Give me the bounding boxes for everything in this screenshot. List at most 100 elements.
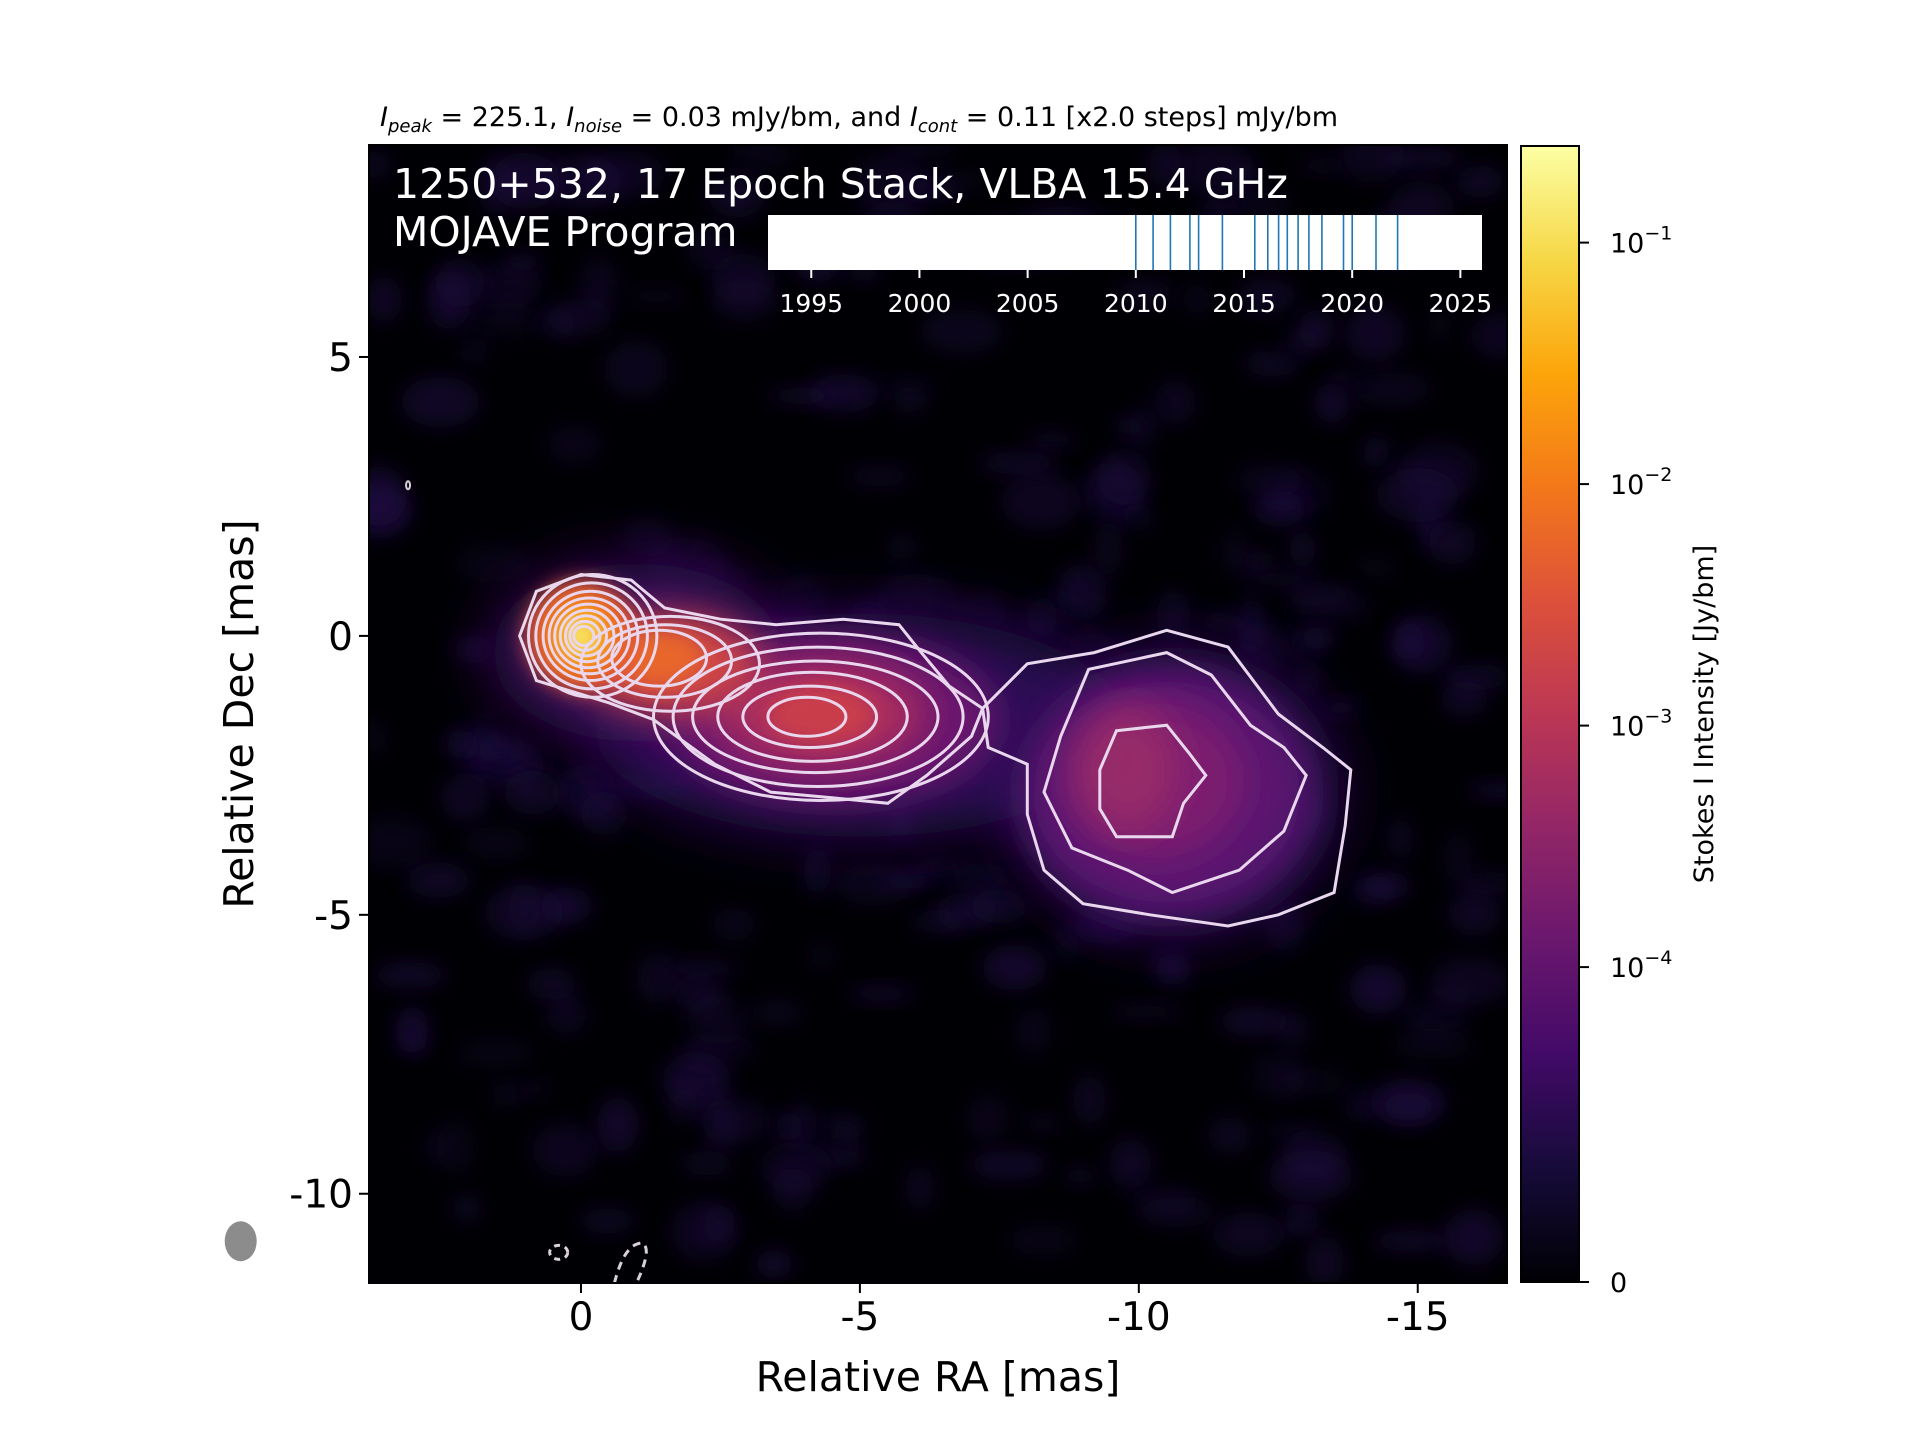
noise-blob [1175, 145, 1253, 199]
noise-blob [1268, 1150, 1353, 1202]
noise-blob [849, 985, 915, 1003]
noise-blob [779, 571, 829, 630]
x-axis-ticks: 0 -5 -10 -15 [569, 1283, 1450, 1340]
noise-blob [1299, 309, 1335, 350]
i-noise-symbol: I [566, 102, 574, 133]
noise-blob [982, 945, 1047, 990]
intensity-map [369, 145, 1507, 1283]
noise-blob [1428, 519, 1477, 566]
noise-blob [1393, 621, 1425, 662]
noise-blob [1376, 467, 1459, 523]
noise-blob [731, 145, 792, 171]
noise-blob [541, 154, 622, 209]
noise-blob [703, 1204, 735, 1245]
timeline-tick-label: 1995 [779, 289, 843, 318]
noise-blob [808, 374, 881, 412]
timeline-ticks: 1995 2000 2005 2010 2015 2020 2025 [779, 270, 1492, 318]
noise-blob [580, 257, 618, 314]
noise-blob [440, 773, 491, 822]
noise-blob [803, 846, 831, 896]
noise-blob [969, 1150, 1049, 1180]
noise-blob [435, 258, 485, 308]
noise-blob [1356, 558, 1395, 578]
colorbar-tick-label: 10−3 [1610, 706, 1672, 743]
noise-blob [490, 152, 561, 210]
noise-blob [708, 175, 765, 218]
noise-blob [850, 154, 927, 212]
noise-blob [1155, 954, 1192, 986]
noise-blob [833, 864, 916, 906]
noise-blob [1454, 165, 1504, 198]
noise-blob [1444, 1209, 1504, 1266]
contour-inner-jet [741, 684, 879, 749]
noise-blob [454, 544, 533, 583]
noise-blob [1235, 622, 1296, 673]
noise-blob [455, 1039, 535, 1067]
noise-blob [545, 993, 587, 1034]
noise-blob [1393, 1028, 1473, 1060]
timeline-box [768, 215, 1482, 270]
noise-blob [400, 1035, 434, 1052]
noise-blob [503, 252, 543, 271]
noise-blob [1281, 581, 1352, 606]
chart-title-line2: MOJAVE Program [393, 208, 737, 256]
noise-blob [1116, 280, 1175, 307]
noise-blob [1027, 595, 1058, 640]
map-frame [368, 144, 1508, 1284]
noise-blob [369, 721, 387, 754]
noise-blob [1249, 497, 1312, 514]
i-peak-subscript: peak [387, 116, 434, 137]
x-tick-label: -5 [840, 1295, 879, 1340]
epoch-timeline: 1995 2000 2005 2010 2015 2020 2025 [768, 215, 1492, 318]
noise-blob [1062, 1166, 1098, 1185]
noise-blob [509, 880, 541, 935]
y-tick-label: -10 [289, 1173, 353, 1218]
contour-negative [548, 1243, 570, 1261]
noise-blob [623, 288, 688, 305]
contour-inner-jet [766, 695, 848, 738]
contour-isolated [405, 480, 412, 491]
timeline-tick-label: 2015 [1212, 289, 1276, 318]
noise-blob [603, 340, 669, 398]
noise-blob [446, 730, 479, 760]
beam-ellipse [224, 1221, 257, 1262]
noise-blob [678, 1033, 757, 1063]
noise-blob [1149, 145, 1182, 188]
noise-blob [886, 535, 918, 561]
noise-blob [472, 262, 543, 310]
noise-blob [1154, 380, 1196, 425]
noise-blob [710, 280, 779, 323]
noise-blob [888, 145, 956, 161]
noise-blob [664, 959, 742, 978]
i-peak-value: = 225.1, [432, 102, 566, 133]
noise-blob [1264, 899, 1306, 951]
colorbar-tick-label: 10−1 [1610, 223, 1672, 260]
noise-blob [1294, 656, 1321, 700]
noise-blob [1427, 308, 1452, 341]
noise-blob [477, 732, 526, 764]
noise-blob [1350, 372, 1432, 406]
noise-blob [636, 952, 679, 1005]
noise-blob [701, 1098, 773, 1145]
contour-layer [405, 480, 1353, 1283]
timeline-tick-label: 2010 [1104, 289, 1168, 318]
noise-blob [1253, 1050, 1305, 1100]
noise-blob [406, 862, 471, 898]
noise-blob [750, 999, 804, 1027]
noise-blob [1113, 416, 1145, 437]
noise-blob [847, 466, 912, 487]
colorbar-gradient [1520, 145, 1580, 1283]
noise-blob [369, 276, 402, 323]
noise-blob [1237, 571, 1321, 588]
noise-blob [526, 967, 577, 1001]
x-tick-label: 0 [569, 1295, 594, 1340]
noise-blob [969, 889, 1028, 924]
noise-blob [1109, 1138, 1152, 1190]
noise-blob [1107, 1003, 1186, 1020]
noise-blob [1221, 528, 1249, 578]
noise-blob [1072, 1074, 1106, 1126]
noise-blob [1236, 464, 1304, 497]
noise-blob [755, 1250, 793, 1278]
x-axis-label: Relative RA [mas] [756, 1353, 1121, 1401]
